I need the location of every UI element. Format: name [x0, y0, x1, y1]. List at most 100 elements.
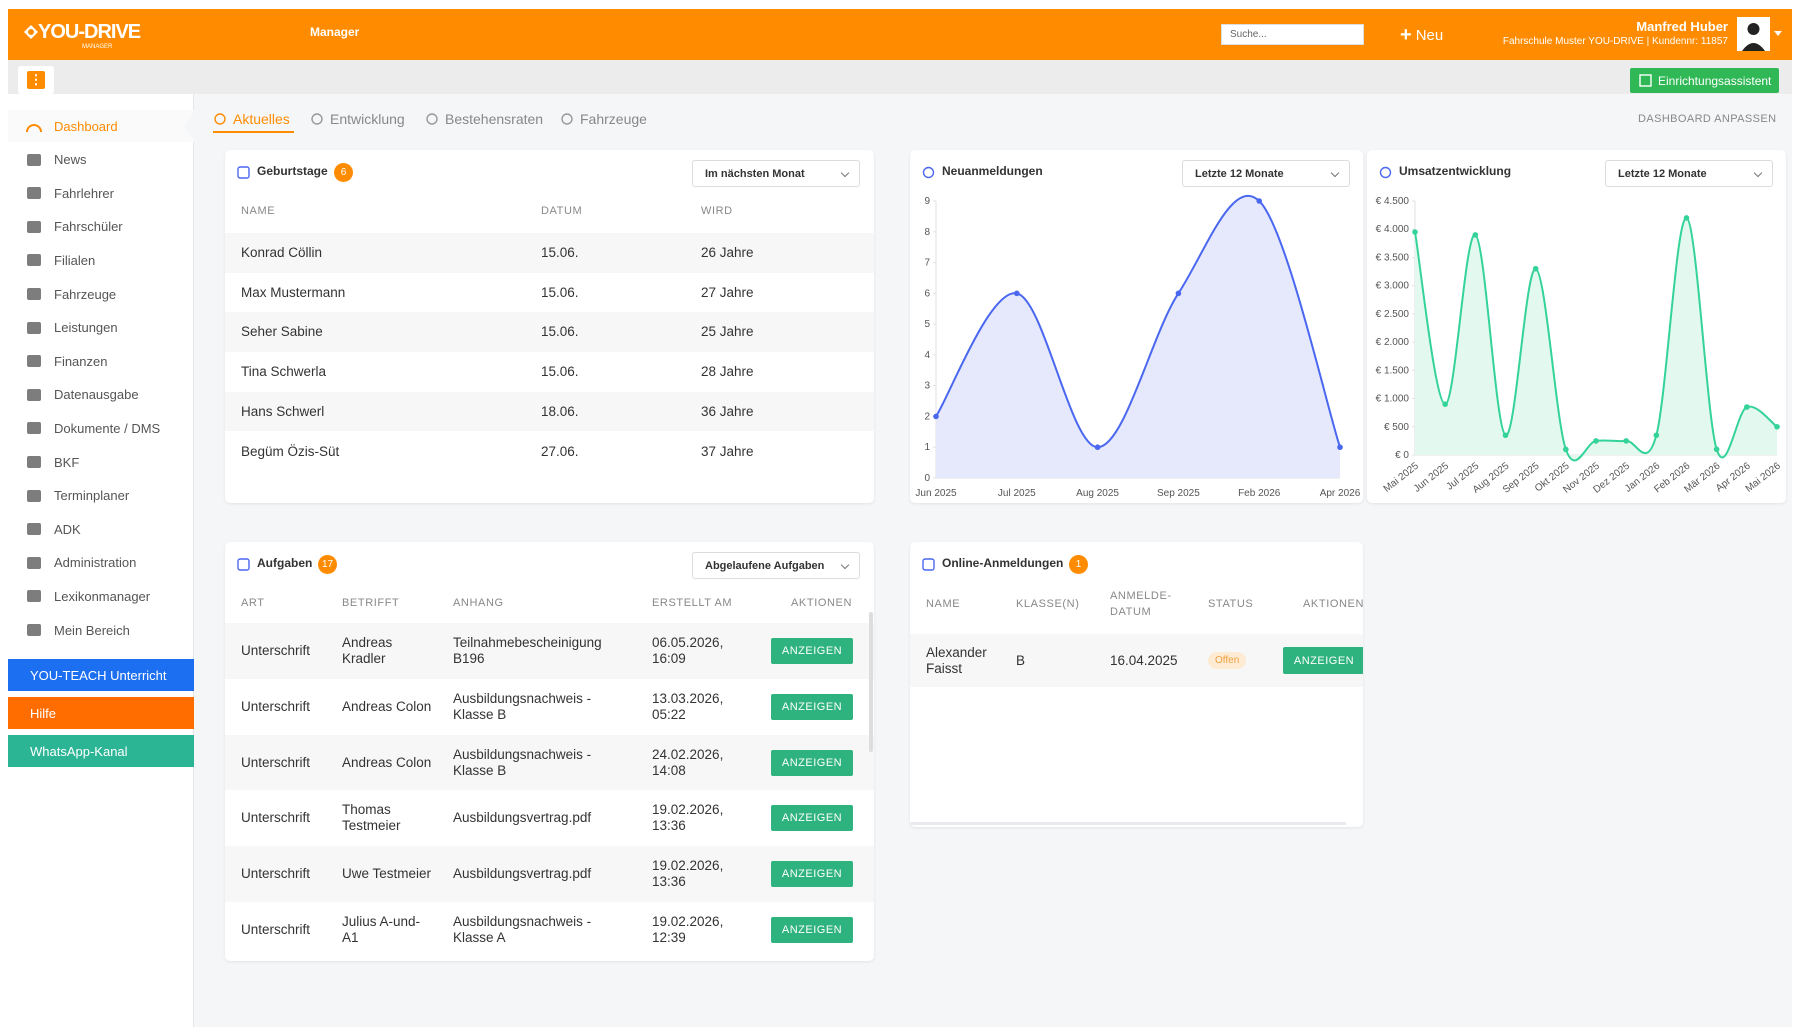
cell: Alexander Faisst [926, 644, 987, 676]
nav-item[interactable]: Datenausgabe [8, 379, 194, 411]
row-bg [225, 431, 874, 472]
menu-toggle[interactable]: ⋮ [18, 66, 54, 94]
action-button[interactable]: ANZEIGEN [771, 638, 853, 664]
tab[interactable]: Entwicklung [310, 111, 405, 133]
filter-dropdown[interactable]: Letzte 12 Monate [1182, 160, 1350, 187]
action-button[interactable]: ANZEIGEN [771, 693, 853, 720]
point [1014, 290, 1020, 297]
x-tick-label: Feb 2026 [1238, 488, 1281, 499]
count-badge: 1 [1069, 555, 1088, 574]
nav-item[interactable]: Fahrschüler [8, 211, 194, 243]
search-input[interactable]: Suche... [1221, 24, 1364, 45]
nav-label: Mein Bereich [54, 622, 130, 638]
action-button[interactable]: ANZEIGEN [771, 861, 853, 888]
x-tick-label: Aug 2025 [1076, 488, 1119, 499]
cell: 24.02.2026, 14:08 [652, 746, 724, 778]
active-notch [184, 112, 194, 140]
column-header: ERSTELLT AM [652, 597, 733, 609]
sidebar-link[interactable]: YOU-TEACH Unterricht [8, 659, 194, 691]
filter-dropdown[interactable]: Abgelaufene Aufgaben [692, 552, 860, 579]
avatar[interactable] [1737, 17, 1770, 51]
nav-item[interactable]: Fahrlehrer [8, 177, 194, 209]
column-header: BETRIFFT [342, 597, 400, 609]
nav-label: ADK [54, 521, 81, 537]
nav-item[interactable]: Fahrzeuge [8, 278, 194, 310]
point [1175, 290, 1182, 297]
row-bg [225, 902, 874, 958]
tab-icon [426, 113, 438, 125]
icon-shape [27, 624, 41, 636]
card-icon [1379, 166, 1392, 179]
icon-shape [27, 422, 41, 435]
x-tick-label: Jul 2025 [998, 488, 1036, 499]
cell: Konrad Cöllin [241, 245, 323, 260]
tab[interactable]: Bestehensraten [425, 111, 543, 133]
sidebar-link[interactable]: WhatsApp-Kanal [8, 735, 194, 767]
icon-shape [1379, 166, 1392, 179]
row-bg [225, 846, 874, 902]
card-icon [237, 558, 250, 571]
action-button[interactable]: ANZEIGEN [771, 805, 853, 832]
nav-item[interactable]: Lexikonmanager [8, 580, 194, 612]
icon-shape [27, 523, 41, 536]
cell: Ausbildungsvertrag.pdf [453, 866, 592, 882]
cell: Unterschrift [241, 698, 311, 714]
action-button[interactable]: ANZEIGEN [771, 917, 853, 943]
column-header: NAME [241, 205, 276, 217]
nav-label: Dashboard [54, 118, 118, 134]
nav-item[interactable]: Administration [8, 547, 194, 579]
row-bg [225, 790, 874, 847]
nav-item[interactable]: BKF [8, 446, 194, 478]
cell: Unterschrift [241, 810, 311, 826]
row-bg [225, 352, 874, 392]
customize-link[interactable]: DASHBOARD ANPASSEN [1638, 113, 1777, 125]
filter-dropdown[interactable]: Letzte 12 Monate [1605, 160, 1773, 187]
tab[interactable]: Aktuelles [213, 111, 294, 133]
x-tick-label: Sep 2025 [1157, 488, 1200, 499]
point [1653, 432, 1660, 439]
user-caret [1774, 31, 1782, 36]
cell: Begüm Özis-Süt [241, 443, 340, 459]
notch-shape [184, 112, 194, 140]
cell: Unterschrift [241, 642, 311, 658]
new-button[interactable]: + Neu [1400, 24, 1444, 46]
nav-item[interactable]: Mein Bereich [8, 614, 194, 646]
nav-item[interactable]: Leistungen [8, 312, 194, 344]
cell: Ausbildungsnachweis - Klasse B [453, 746, 592, 778]
user-name[interactable]: Manfred Huber [1636, 19, 1728, 34]
nav-item[interactable]: ADK [8, 513, 194, 545]
row-bg [225, 391, 874, 432]
birthdays-card: Geburtstage 6 Im nächsten Monat NAME DATUM WI… [225, 150, 874, 503]
section-title: Manager [310, 25, 360, 39]
y-tick-label: 9 [924, 196, 930, 207]
point [1623, 438, 1629, 444]
column-header: KLASSE(N) [1016, 598, 1080, 610]
y-tick-label: 6 [924, 288, 930, 299]
action-button[interactable]: ANZEIGEN [1283, 647, 1363, 674]
logo-sub: MANAGER [82, 44, 113, 50]
count-badge: 17 [318, 555, 337, 574]
nav-item[interactable]: Dokumente / DMS [8, 412, 194, 444]
y-tick-label: 1 [924, 442, 930, 453]
tab[interactable]: Fahrzeuge [560, 111, 647, 133]
cell: Max Mustermann [241, 284, 346, 300]
y-tick-label: € 4.000 [1376, 224, 1410, 235]
nav-icon [27, 355, 41, 368]
app: YOU-DRIVE MANAGER Manager Suche... + Neu … [8, 9, 1792, 1027]
nav-item[interactable]: Filialen [8, 244, 194, 276]
nav-item[interactable]: Dashboard [8, 110, 194, 142]
nav-item[interactable]: Finanzen [8, 345, 194, 377]
icon-shape [27, 556, 41, 569]
y-tick-label: € 2.500 [1376, 309, 1410, 320]
sidebar-link[interactable]: Hilfe [8, 697, 194, 729]
x-tick-label: Jun 2025 [915, 488, 957, 499]
nav-item[interactable]: Terminplaner [8, 480, 194, 512]
action-button[interactable]: ANZEIGEN [771, 749, 853, 776]
chart: € 0 € 500 € 1.000 € 1.500 € 2.000 € 2.500 € 3.… [1376, 196, 1784, 496]
nav-item[interactable]: News [8, 144, 194, 176]
nav-label: Datenausgabe [54, 387, 139, 403]
new-label: Neu [1415, 27, 1444, 44]
filter-dropdown[interactable]: Im nächsten Monat [692, 160, 860, 187]
assistant-button[interactable]: Einrichtungsassistent [1630, 68, 1779, 93]
logo[interactable]: YOU-DRIVE [38, 21, 141, 43]
